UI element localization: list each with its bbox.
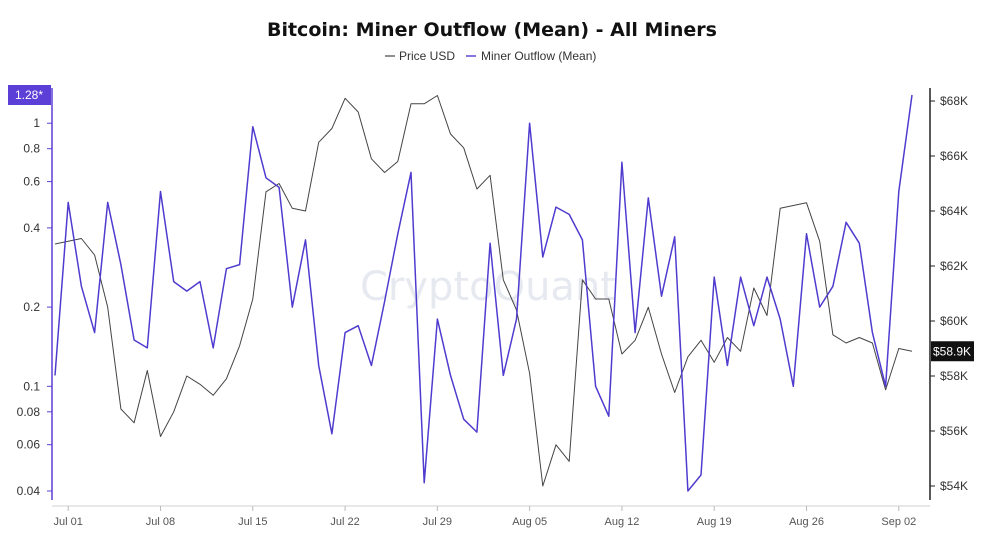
- x-tick-label: Jul 29: [423, 516, 452, 528]
- x-tick-label: Aug 12: [605, 516, 640, 528]
- plot-area: 0.04 0.06 0.08 0.1 0.2 0.4 0.6 0.8 1 $54K $56K $58K…: [8, 85, 974, 528]
- series-line-price: [54, 95, 913, 487]
- x-tick-label: Jul 15: [238, 516, 267, 528]
- left-current-label: 1.28*: [15, 88, 43, 102]
- left-tick-label: 0.2: [23, 300, 40, 314]
- left-tick-label: 0.06: [17, 438, 41, 452]
- left-tick-label: 0.08: [17, 405, 41, 419]
- left-current-badge: [8, 85, 51, 105]
- x-tick-label: Jul 22: [330, 516, 359, 528]
- left-tick-label: 1: [33, 116, 40, 130]
- right-tick-label: $60K: [940, 314, 968, 328]
- legend-label-outflow: Miner Outflow (Mean): [481, 49, 596, 63]
- right-tick-label: $64K: [940, 204, 968, 218]
- left-tick-label: 0.1: [23, 379, 40, 393]
- chart-title: Bitcoin: Miner Outflow (Mean) - All Mine…: [267, 19, 717, 41]
- legend-label-price: Price USD: [399, 49, 455, 63]
- left-tick-label: 0.8: [23, 142, 40, 156]
- x-tick-label: Aug 26: [789, 516, 824, 528]
- right-tick-label: $66K: [940, 149, 968, 163]
- x-tick-label: Sep 02: [881, 516, 916, 528]
- left-tick-label: 0.6: [23, 175, 40, 189]
- right-tick-label: $62K: [940, 259, 968, 273]
- right-current-badge: [931, 341, 974, 362]
- legend: Price USD Miner Outflow (Mean): [385, 49, 596, 63]
- right-current-label: $58.9K: [933, 344, 971, 358]
- x-tick-label: Aug 19: [697, 516, 732, 528]
- left-tick-label: 0.04: [17, 484, 41, 498]
- left-tick-label: 0.4: [23, 221, 40, 235]
- right-tick-label: $54K: [940, 479, 968, 493]
- right-tick-label: $56K: [940, 424, 968, 438]
- x-tick-label: Jul 01: [54, 516, 83, 528]
- right-tick-label: $68K: [940, 94, 968, 108]
- x-tick-label: Jul 08: [146, 516, 175, 528]
- series-line-outflow: [54, 94, 913, 492]
- right-tick-label: $58K: [940, 369, 968, 383]
- x-tick-label: Aug 05: [512, 516, 547, 528]
